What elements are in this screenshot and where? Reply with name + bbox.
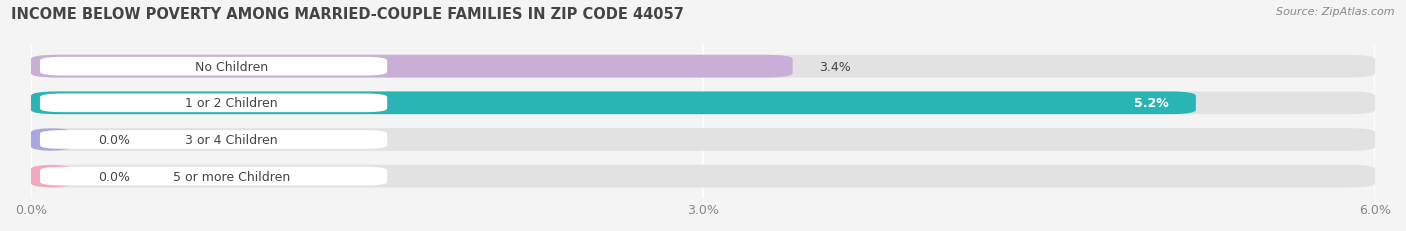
- Text: 5 or more Children: 5 or more Children: [173, 170, 290, 183]
- FancyBboxPatch shape: [39, 167, 387, 186]
- FancyBboxPatch shape: [31, 129, 1375, 151]
- Text: 0.0%: 0.0%: [98, 134, 131, 146]
- Text: INCOME BELOW POVERTY AMONG MARRIED-COUPLE FAMILIES IN ZIP CODE 44057: INCOME BELOW POVERTY AMONG MARRIED-COUPL…: [11, 7, 685, 22]
- FancyBboxPatch shape: [39, 94, 387, 113]
- FancyBboxPatch shape: [31, 165, 72, 188]
- FancyBboxPatch shape: [31, 55, 1375, 78]
- FancyBboxPatch shape: [31, 165, 1375, 188]
- Text: 1 or 2 Children: 1 or 2 Children: [186, 97, 278, 110]
- FancyBboxPatch shape: [39, 58, 387, 76]
- FancyBboxPatch shape: [31, 92, 1375, 115]
- Text: 0.0%: 0.0%: [98, 170, 131, 183]
- Text: 3.4%: 3.4%: [820, 60, 851, 73]
- Text: No Children: No Children: [195, 60, 269, 73]
- FancyBboxPatch shape: [39, 131, 387, 149]
- Text: 3 or 4 Children: 3 or 4 Children: [186, 134, 278, 146]
- FancyBboxPatch shape: [31, 129, 72, 151]
- Text: 5.2%: 5.2%: [1135, 97, 1168, 110]
- FancyBboxPatch shape: [31, 55, 793, 78]
- Text: Source: ZipAtlas.com: Source: ZipAtlas.com: [1277, 7, 1395, 17]
- FancyBboxPatch shape: [31, 92, 1197, 115]
